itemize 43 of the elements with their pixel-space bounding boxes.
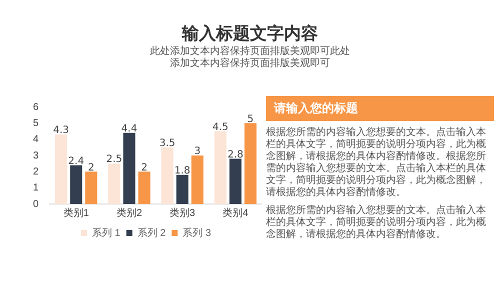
text: 根据您所需的内容输入您想要的文本。点击输入本栏的具体文字，简明扼要的说明分项内容，此为概念图解，请根据您的具体内容酌情修改。: [266, 205, 487, 241]
x-tick-label: 类别3: [170, 206, 196, 219]
y-tick-label: 5: [33, 118, 39, 129]
data-label: 2.4: [68, 156, 84, 167]
bar: [85, 172, 98, 204]
bar: [123, 132, 136, 204]
legend-label: 系列 3: [182, 226, 212, 239]
bar: [191, 156, 204, 204]
chart-title: 输入标题文字内容: [180, 23, 319, 45]
y-tick-label: 4: [33, 134, 39, 146]
data-label: 4.5: [212, 122, 228, 133]
data-label: 2.8: [227, 149, 244, 160]
legend-label: 系列 1: [92, 226, 121, 239]
text: 根据您所需的内容输入您想要的文本。点击输入本栏的具体文字，简明扼要的说明分项内容，此为概念图解，请根据您的具体内容酌情修改。根据您所需的内容输入您想要的文本。点击输入本栏的具体文字，简明扼要的说明分项内容，此为概念图解，请根据您的具体内容酌情修改。: [266, 127, 487, 199]
text: 请输入您的标题: [266, 96, 494, 121]
bar: [161, 147, 174, 204]
chart-subtitle: 此处添加文本内容保持页面排版美观即可此处添加文本内容保持页面排版美观即可: [150, 46, 350, 70]
bar: [138, 172, 150, 204]
data-label: 4.3: [53, 125, 70, 136]
data-label: 2.5: [106, 154, 122, 166]
data-label: 5: [247, 114, 254, 125]
bar: [70, 165, 82, 204]
legend-label: 系列 2: [137, 226, 166, 239]
y-tick-label: 0: [33, 198, 39, 210]
bar: [244, 123, 257, 204]
bar: [214, 131, 226, 204]
y-tick-label: 3: [33, 150, 39, 162]
data-label: 4.4: [121, 123, 138, 134]
data-label: 2: [141, 162, 148, 174]
y-tick-label: 6: [33, 102, 39, 113]
data-label: 3: [194, 146, 201, 158]
bar: [108, 164, 120, 204]
y-tick-label: 2: [33, 166, 39, 178]
bar: [176, 174, 188, 204]
data-label: 3.5: [159, 138, 176, 150]
data-label: 2: [88, 162, 94, 174]
x-tick-label: 类别4: [222, 206, 249, 219]
x-tick-label: 类别1: [63, 206, 90, 219]
x-tick-label: 类别2: [116, 206, 142, 219]
data-label: 1.8: [174, 165, 190, 176]
bar: [55, 134, 68, 204]
bar: [229, 158, 242, 204]
y-tick-label: 1: [33, 182, 39, 194]
